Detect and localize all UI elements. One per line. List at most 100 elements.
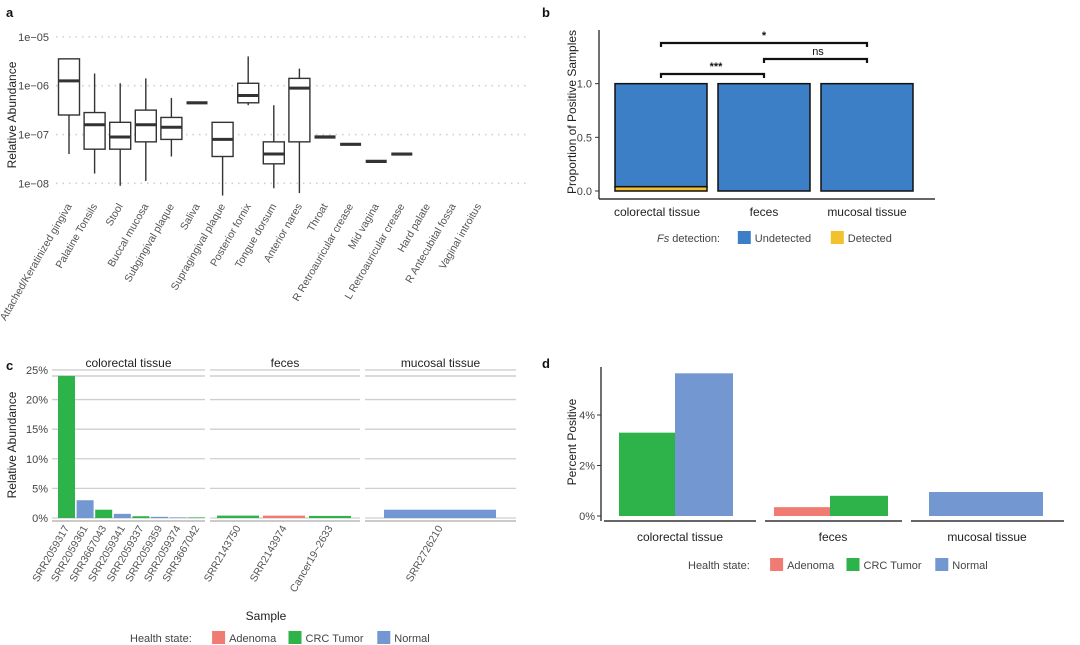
legend-key-normal: [935, 558, 949, 571]
bar-detected: [614, 185, 708, 192]
box-iqr: [236, 82, 260, 104]
y-tick-label: 0.5: [577, 132, 592, 144]
bar: [132, 516, 150, 518]
box-iqr: [288, 77, 311, 143]
box-10: Anterior nares: [262, 68, 311, 265]
y-tick-label: 5%: [32, 483, 48, 495]
box-iqr: [83, 111, 106, 150]
x-tick-label: SRR2143750: [202, 523, 244, 584]
y-tick-label: 4%: [579, 410, 595, 422]
legend-label: Adenoma: [229, 633, 277, 645]
x-tick-label: feces: [819, 530, 848, 544]
y-axis-title: Relative Abundance: [5, 61, 19, 168]
legend-key-crc-tumor: [288, 631, 302, 644]
facet-strip-label: mucosal tissue: [401, 356, 481, 370]
bar: [217, 515, 259, 518]
legend-label: CRC Tumor: [306, 633, 364, 645]
bar: [188, 517, 206, 518]
x-tick-label: Stool: [103, 202, 125, 229]
bar: [151, 516, 168, 518]
significance-bracket: [659, 41, 869, 47]
legend-label: CRC Tumor: [864, 560, 922, 572]
y-tick-label: 25%: [26, 365, 48, 377]
bar: [309, 515, 351, 518]
legend-label: Detected: [848, 233, 892, 245]
y-tick-label: 1e−06: [18, 81, 49, 93]
y-tick-label: 10%: [26, 454, 48, 466]
box-11: Throat: [305, 135, 336, 234]
x-tick-label: mucosal tissue: [947, 530, 1027, 544]
x-tick-label: feces: [750, 205, 779, 219]
x-tick-label: Saliva: [178, 201, 203, 232]
significance-bracket: [659, 72, 766, 78]
x-tick-label: Throat: [305, 201, 331, 233]
box-14: L Retroauricular crease: [343, 152, 413, 302]
y-tick-label: 1e−07: [18, 130, 49, 142]
legend-title: Fs detection:: [657, 233, 720, 245]
bar-undetected: [614, 82, 708, 188]
y-tick-label: 20%: [26, 395, 48, 407]
bar: [58, 375, 75, 518]
bar: [619, 432, 675, 516]
y-axis-title: Proportion of Positive Samples: [565, 30, 579, 194]
y-tick-label: 1e−08: [18, 178, 49, 190]
y-tick-label: 0.0: [577, 186, 592, 198]
x-axis-title: Sample: [246, 609, 287, 623]
bar: [774, 507, 830, 516]
bar: [95, 509, 113, 518]
legend-key-undetected: [737, 231, 751, 244]
y-tick-label: 1e−05: [18, 32, 49, 44]
bar: [76, 500, 94, 518]
bar: [830, 495, 888, 516]
panel-label-d: d: [542, 356, 550, 371]
box-iqr: [57, 58, 81, 116]
bar-undetected: [820, 82, 914, 192]
significance-label: ***: [710, 61, 724, 73]
legend-key-crc-tumor: [846, 558, 860, 571]
y-tick-label: 1.0: [577, 79, 592, 91]
x-tick-label: mucosal tissue: [827, 205, 907, 219]
bar: [263, 515, 305, 518]
x-tick-label: colorectal tissue: [614, 205, 700, 219]
facet-mucosal-tissue: mucosal tissue SRR2726210: [365, 356, 516, 584]
panel-d-grouped-bar: 0% 2% 4%Percent Positive colorectal tissue f…: [565, 367, 1064, 572]
legend-key-adenoma: [770, 558, 784, 571]
bar-undetected: [717, 82, 811, 192]
bar: [169, 517, 187, 518]
legend-label: Normal: [394, 633, 429, 645]
significance-bracket: [762, 57, 869, 63]
legend-label: Normal: [952, 560, 987, 572]
y-axis-title: Percent Positive: [565, 398, 579, 485]
bar: [384, 509, 496, 518]
panel-label-a: a: [6, 5, 14, 20]
bar: [675, 373, 733, 516]
facet-strip-label: colorectal tissue: [85, 356, 171, 370]
x-tick-label: SRR2726210: [404, 523, 446, 584]
facet-colorectal-tissue: colorectal tissueSRR2059317SRR2059361SRR…: [30, 356, 206, 584]
y-tick-label: 2%: [579, 460, 595, 472]
facet-strip-label: feces: [271, 356, 300, 370]
bar: [929, 492, 1043, 516]
bar: [113, 513, 131, 518]
legend-label: Adenoma: [787, 560, 835, 572]
legend-key-detected: [830, 231, 844, 244]
significance-label: *: [762, 30, 767, 42]
x-tick-label: Cancer19~2633: [288, 523, 336, 594]
legend-key-normal: [377, 631, 391, 644]
y-tick-label: 15%: [26, 424, 48, 436]
y-tick-label: 0%: [579, 511, 595, 523]
legend-key-adenoma: [212, 631, 226, 644]
x-tick-label: SRR2143974: [248, 523, 290, 584]
panel-label-c: c: [6, 358, 13, 373]
legend-title: Health state:: [130, 633, 192, 645]
legend-title: Health state:: [688, 560, 750, 572]
box-12: R Retroauricular crease: [290, 142, 362, 304]
panel-c-faceted-bar: colorectal tissueSRR2059317SRR2059361SRR…: [5, 356, 516, 645]
legend-label: Undetected: [755, 233, 811, 245]
panel-label-b: b: [542, 5, 550, 20]
x-tick-label: colorectal tissue: [637, 530, 723, 544]
